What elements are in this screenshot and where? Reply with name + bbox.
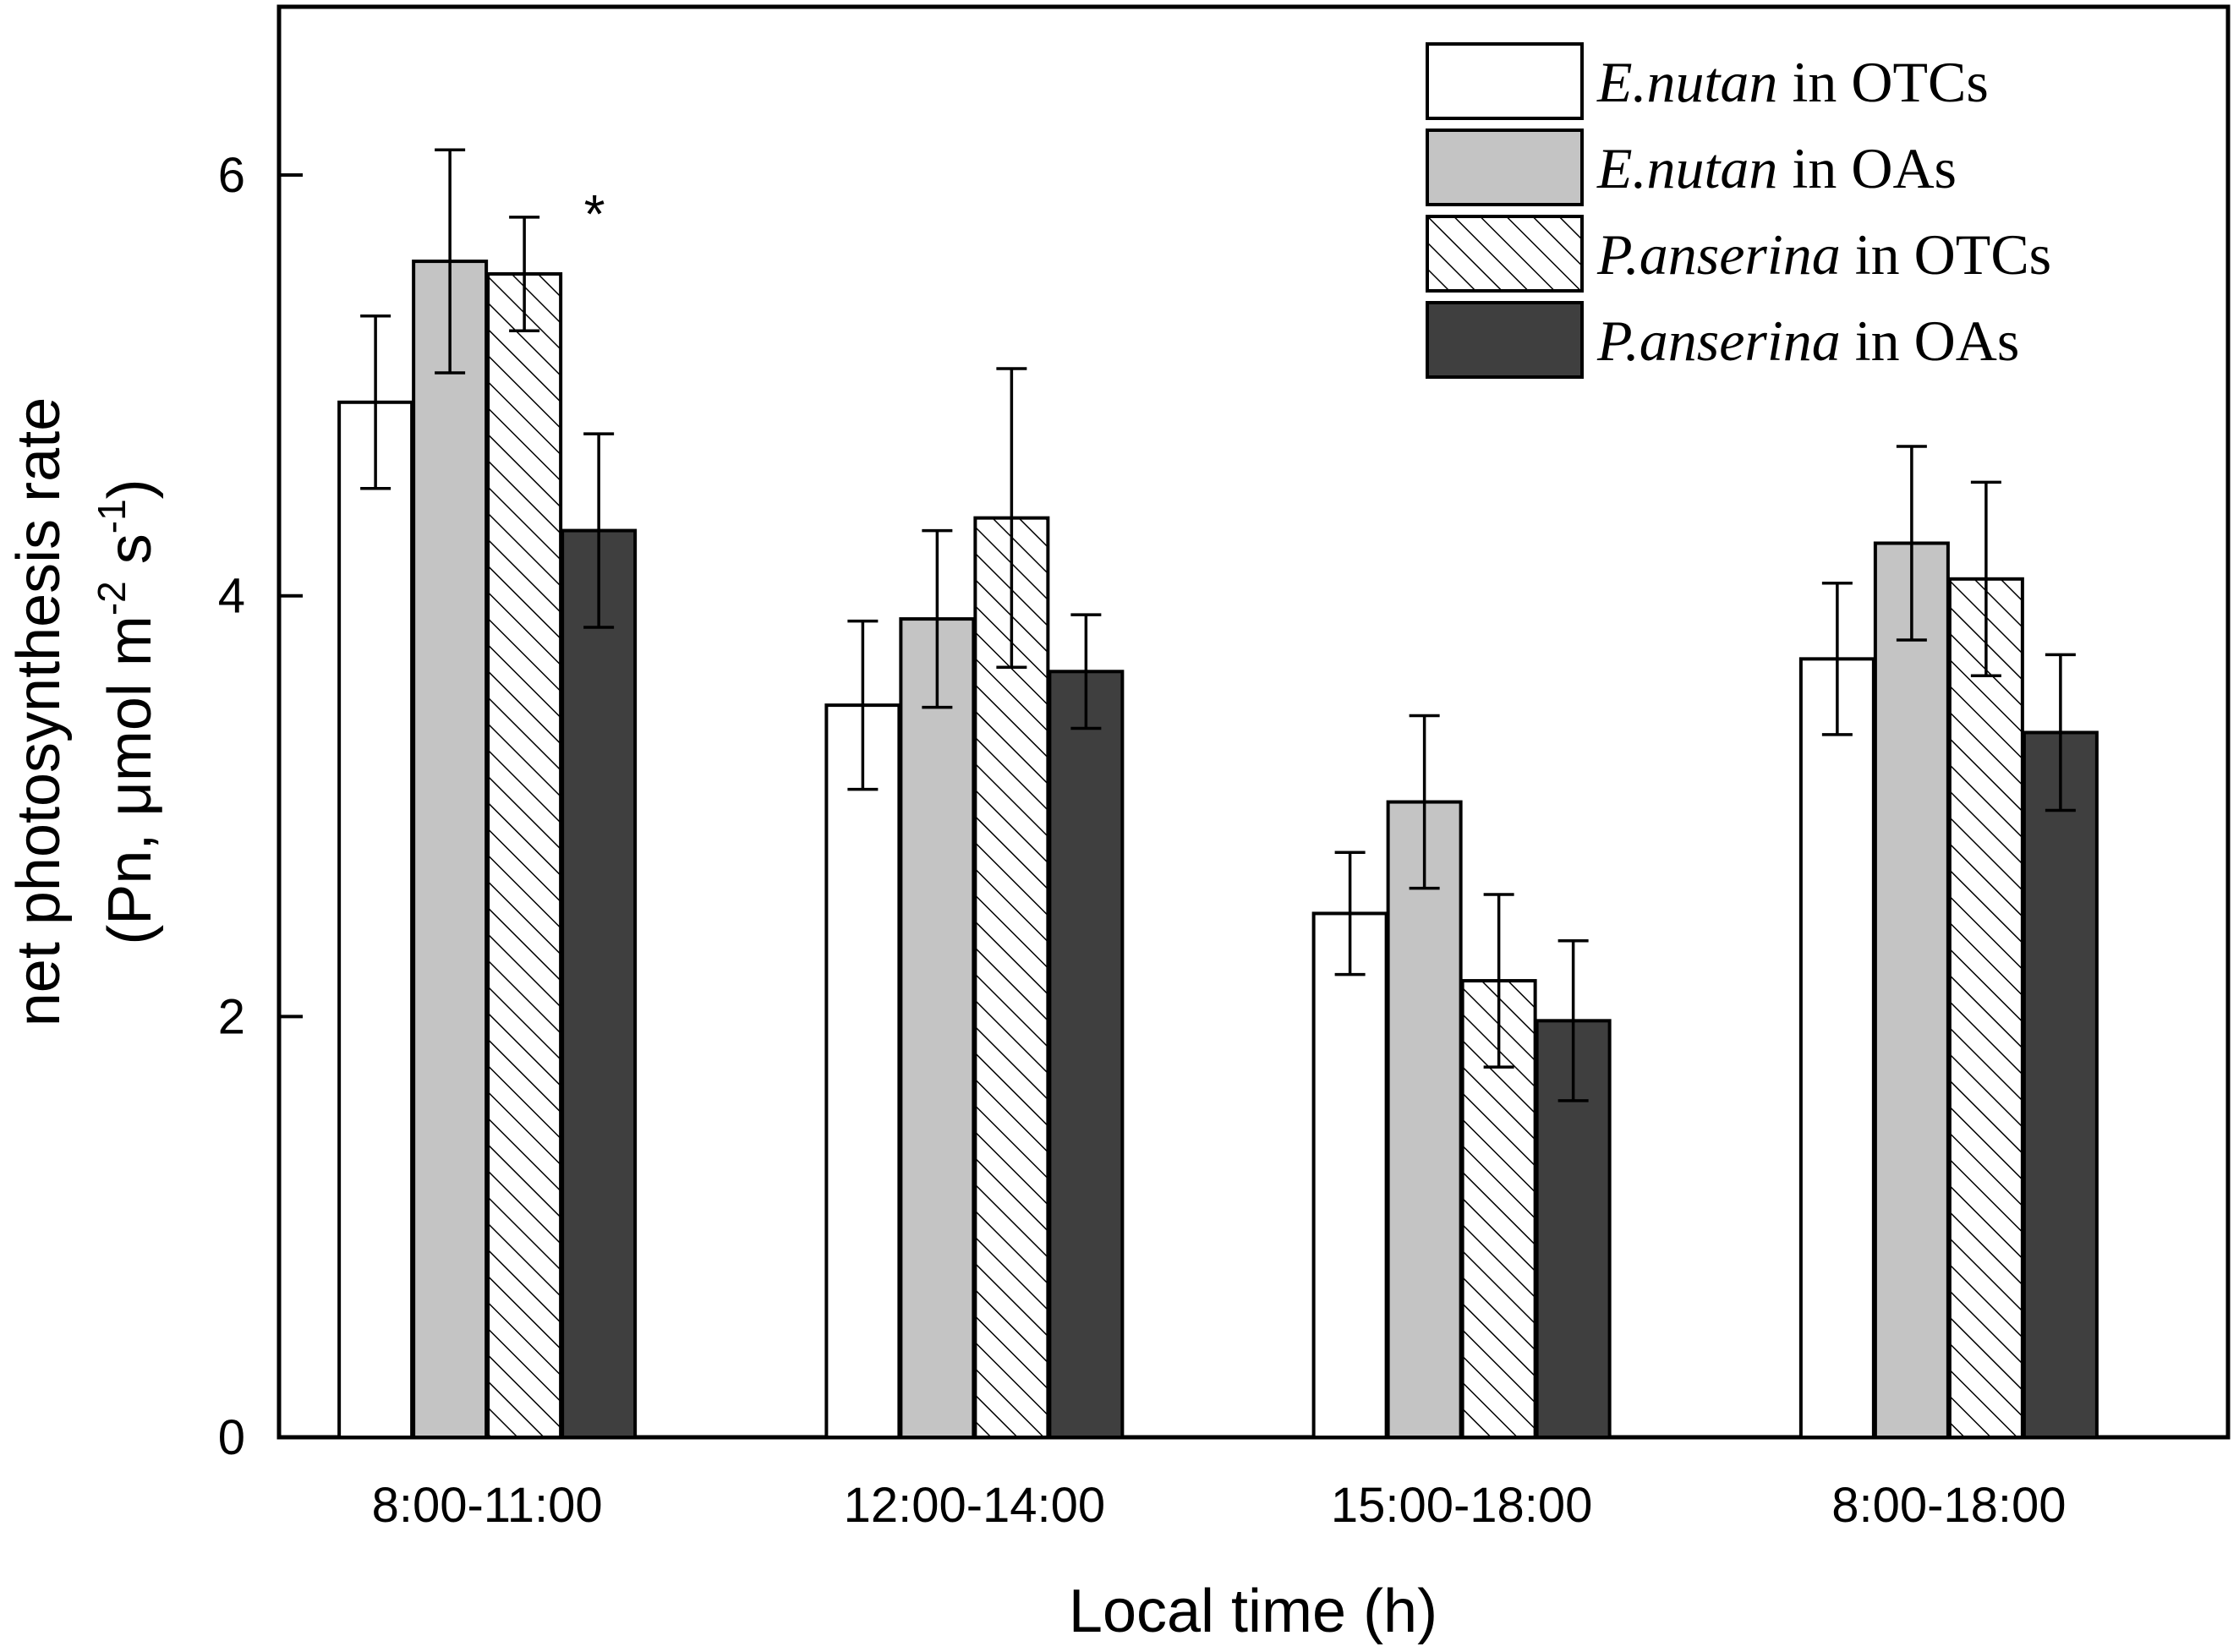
y-tick-label: 2 <box>218 989 245 1044</box>
y-tick-label: 4 <box>218 569 245 624</box>
legend-label: E.nutan in OTCs <box>1596 50 1989 114</box>
legend-label: P.anserina in OTCs <box>1596 222 2051 287</box>
bar <box>824 703 901 1439</box>
x-tick-label: 15:00-18:00 <box>1331 1478 1593 1533</box>
error-bars-layer <box>360 148 2076 1102</box>
plot-area-frame <box>276 4 2231 1440</box>
x-tick-label: 8:00-18:00 <box>1831 1478 2066 1533</box>
bar <box>1798 657 1875 1439</box>
bars-layer <box>337 260 2099 1440</box>
annotations: * <box>584 183 605 244</box>
y-axis-title-line2: (Pn, μmol m-2 s-1) <box>90 479 164 944</box>
bar <box>2022 730 2099 1439</box>
bar <box>486 272 563 1440</box>
legend-swatch <box>1426 215 1584 293</box>
x-axis-title: Local time (h) <box>1069 1578 1437 1645</box>
legend: E.nutan in OTCs E.nutan in OAs P.anserina … <box>1426 42 2051 379</box>
x-tick-label: 12:00-14:00 <box>844 1478 1106 1533</box>
bar <box>1873 541 1950 1439</box>
y-axis-title-line1: net photosynthesis rate <box>5 397 73 1026</box>
bar <box>337 400 414 1440</box>
bar <box>561 528 638 1440</box>
y-tick-label: 6 <box>218 148 245 203</box>
legend-label: E.nutan in OAs <box>1596 136 1957 200</box>
bar <box>899 617 976 1439</box>
legend-label: P.anserina in OAs <box>1596 309 2019 373</box>
x-tick-label: 8:00-11:00 <box>372 1478 603 1533</box>
y-axis-title: net photosynthesis rate (Pn, μmol m-2 s-… <box>5 397 164 1026</box>
y-axis: 0 2 4 6 <box>218 148 303 1465</box>
bar <box>1048 670 1125 1439</box>
bar <box>412 260 489 1440</box>
legend-swatch <box>1426 301 1584 379</box>
bar <box>1386 800 1463 1439</box>
y-tick-label: 0 <box>218 1410 245 1465</box>
bar <box>1311 911 1388 1440</box>
legend-swatch <box>1426 129 1584 206</box>
significance-marker: * <box>584 183 605 244</box>
x-axis: 8:00-11:00 12:00-14:00 15:00-18:00 8:00-18:… <box>372 1415 2067 1533</box>
bar <box>1947 577 2024 1439</box>
legend-swatch <box>1426 42 1584 120</box>
